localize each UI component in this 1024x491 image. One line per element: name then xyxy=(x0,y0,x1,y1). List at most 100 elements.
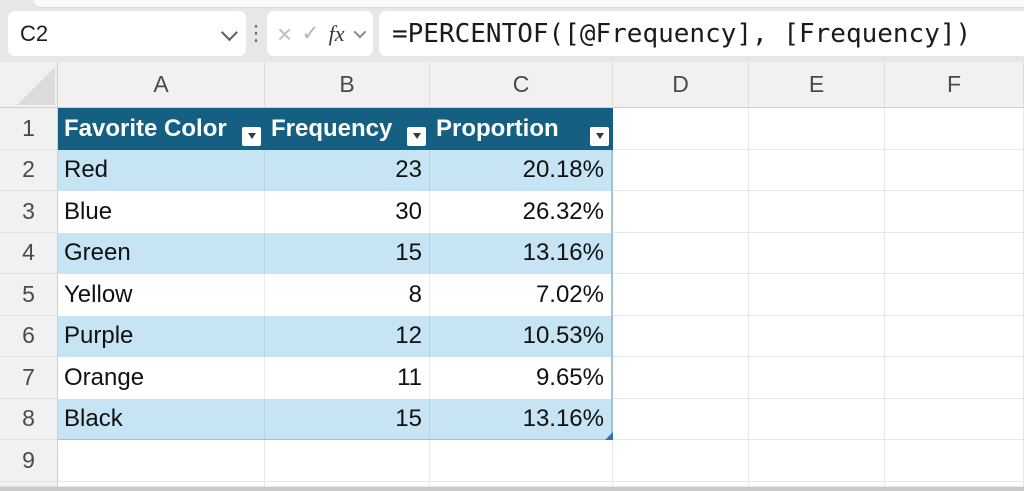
cell-B8[interactable]: 15 xyxy=(265,398,430,440)
cell-D2[interactable] xyxy=(613,149,749,191)
name-box[interactable]: C2 xyxy=(8,11,246,56)
row-header-6[interactable]: 6 xyxy=(0,315,58,357)
cell-D3[interactable] xyxy=(613,191,749,233)
ribbon-bottom-edge xyxy=(34,0,1024,7)
cell-B7[interactable]: 11 xyxy=(265,357,430,399)
cell-E8[interactable] xyxy=(749,398,885,440)
chevron-down-icon[interactable] xyxy=(220,23,238,41)
cancel-icon[interactable]: × xyxy=(277,18,293,49)
cell-C9[interactable] xyxy=(430,440,613,482)
table-header-label: Frequency xyxy=(271,114,393,142)
sheet-row-10 xyxy=(0,481,1024,487)
row-header-4[interactable]: 4 xyxy=(0,232,58,274)
cell-F7[interactable] xyxy=(885,357,1024,399)
cell-A4[interactable]: Green xyxy=(58,232,265,274)
cell-E9[interactable] xyxy=(749,440,885,482)
cell-F5[interactable] xyxy=(885,274,1024,316)
cell-C10[interactable] xyxy=(430,481,613,487)
column-header-C[interactable]: C xyxy=(430,62,613,108)
cell-D10[interactable] xyxy=(613,481,749,487)
chevron-down-icon[interactable] xyxy=(353,25,367,39)
cell-F1[interactable] xyxy=(885,108,1024,150)
enter-icon[interactable]: ✓ xyxy=(301,22,320,45)
row-header-5[interactable]: 5 xyxy=(0,274,58,316)
cell-B6[interactable]: 12 xyxy=(265,315,430,357)
row-header-2[interactable]: 2 xyxy=(0,149,58,191)
row-header-3[interactable]: 3 xyxy=(0,191,58,233)
cell-A1[interactable]: Favorite Color xyxy=(58,108,265,150)
cell-F3[interactable] xyxy=(885,191,1024,233)
cell-C8[interactable]: 13.16% xyxy=(430,398,613,440)
cell-C3[interactable]: 26.32% xyxy=(430,191,613,233)
row-header-7[interactable]: 7 xyxy=(0,357,58,399)
sheet-row-6: 6 Purple 12 10.53% xyxy=(0,315,1024,357)
cell-C7[interactable]: 9.65% xyxy=(430,357,613,399)
cell-F8[interactable] xyxy=(885,398,1024,440)
column-header-A[interactable]: A xyxy=(58,62,265,108)
cell-A10[interactable] xyxy=(58,481,265,487)
column-header-E[interactable]: E xyxy=(749,62,885,108)
cell-E10[interactable] xyxy=(749,481,885,487)
cell-F6[interactable] xyxy=(885,315,1024,357)
row-header-9[interactable]: 9 xyxy=(0,440,58,482)
cell-D5[interactable] xyxy=(613,274,749,316)
cell-E3[interactable] xyxy=(749,191,885,233)
cell-C6[interactable]: 10.53% xyxy=(430,315,613,357)
cell-D6[interactable] xyxy=(613,315,749,357)
column-header-F[interactable]: F xyxy=(885,62,1024,108)
row-header-10[interactable] xyxy=(0,481,58,487)
cell-C5[interactable]: 7.02% xyxy=(430,274,613,316)
cell-B2[interactable]: 23 xyxy=(265,149,430,191)
cell-C4[interactable]: 13.16% xyxy=(430,232,613,274)
cell-E1[interactable] xyxy=(749,108,885,150)
cell-E4[interactable] xyxy=(749,232,885,274)
cell-E5[interactable] xyxy=(749,274,885,316)
cell-D7[interactable] xyxy=(613,357,749,399)
cell-B9[interactable] xyxy=(265,440,430,482)
cell-A6[interactable]: Purple xyxy=(58,315,265,357)
cell-A7[interactable]: Orange xyxy=(58,357,265,399)
table-resize-handle[interactable] xyxy=(605,432,613,440)
cell-A2[interactable]: Red xyxy=(58,149,265,191)
sheet-row-4: 4 Green 15 13.16% xyxy=(0,232,1024,274)
cell-F2[interactable] xyxy=(885,149,1024,191)
cell-C1[interactable]: Proportion xyxy=(430,108,613,150)
cell-B1[interactable]: Frequency xyxy=(265,108,430,150)
formula-input[interactable]: =PERCENTOF([@Frequency], [Frequency]) xyxy=(379,11,1024,56)
select-all-triangle-icon xyxy=(17,67,55,105)
cell-F4[interactable] xyxy=(885,232,1024,274)
row-header-1[interactable]: 1 xyxy=(0,108,58,150)
select-all-button[interactable] xyxy=(0,62,58,108)
formula-controls: × ✓ fx xyxy=(267,11,373,56)
insert-function-icon[interactable]: fx xyxy=(328,20,345,46)
row-header-8[interactable]: 8 xyxy=(0,398,58,440)
column-header-B[interactable]: B xyxy=(265,62,430,108)
cell-E7[interactable] xyxy=(749,357,885,399)
cell-C2[interactable]: 20.18% xyxy=(430,149,613,191)
cell-B3[interactable]: 30 xyxy=(265,191,430,233)
cell-D4[interactable] xyxy=(613,232,749,274)
cell-E2[interactable] xyxy=(749,149,885,191)
formula-bar-grip-icon[interactable]: ⋮ xyxy=(245,22,267,45)
cell-D1[interactable] xyxy=(613,108,749,150)
cell-A9[interactable] xyxy=(58,440,265,482)
cell-B10[interactable] xyxy=(265,481,430,487)
cell-B5[interactable]: 8 xyxy=(265,274,430,316)
sheet-row-2: 2 Red 23 20.18% xyxy=(0,149,1024,191)
bottom-scroll-edge xyxy=(0,487,1024,491)
cell-A5[interactable]: Yellow xyxy=(58,274,265,316)
filter-dropdown-button[interactable] xyxy=(242,126,261,146)
column-header-D[interactable]: D xyxy=(613,62,749,108)
cell-A8[interactable]: Black xyxy=(58,398,265,440)
filter-dropdown-button[interactable] xyxy=(590,126,609,146)
cell-D8[interactable] xyxy=(613,398,749,440)
cell-E6[interactable] xyxy=(749,315,885,357)
sheet-row-5: 5 Yellow 8 7.02% xyxy=(0,274,1024,316)
cell-B4[interactable]: 15 xyxy=(265,232,430,274)
cell-D9[interactable] xyxy=(613,440,749,482)
cell-A3[interactable]: Blue xyxy=(58,191,265,233)
cell-F9[interactable] xyxy=(885,440,1024,482)
filter-dropdown-button[interactable] xyxy=(407,126,426,146)
